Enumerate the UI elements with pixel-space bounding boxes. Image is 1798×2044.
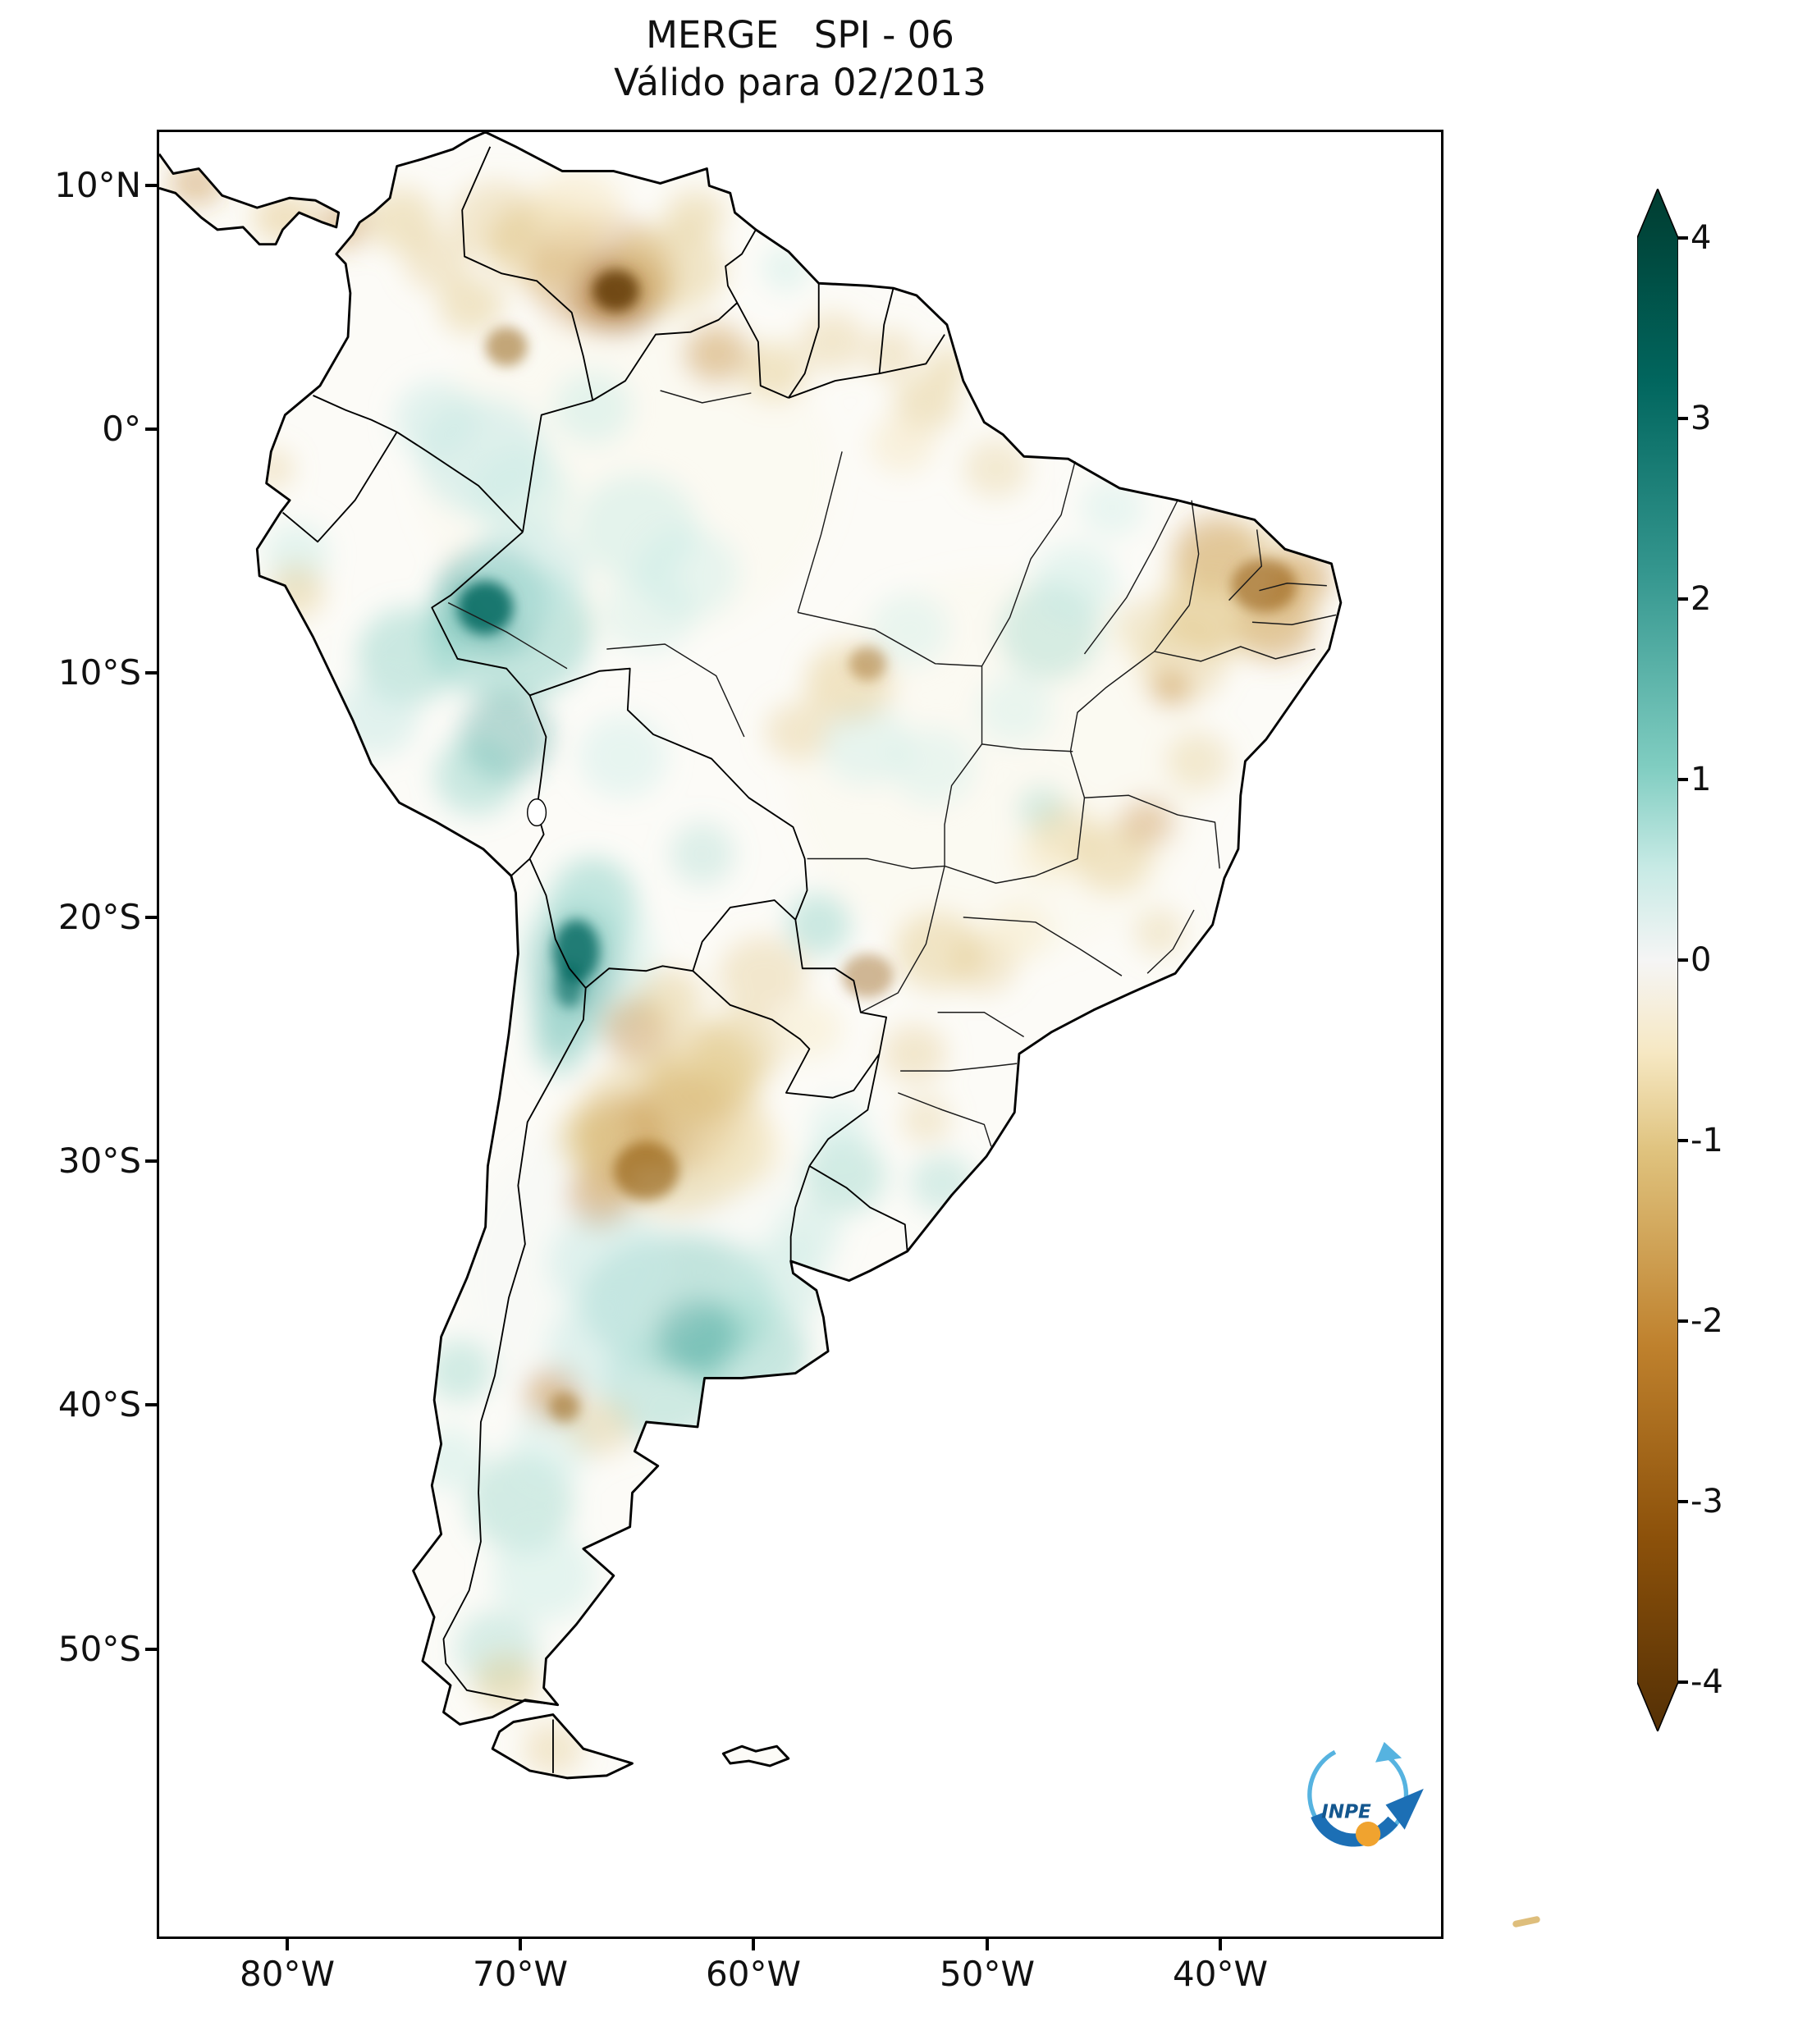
x-tick-label: 70°W xyxy=(473,1954,568,1994)
figure-subtitle: Válido para 02/2013 xyxy=(614,61,986,104)
south-america-spi-map xyxy=(159,132,1343,1780)
stray-island-mark xyxy=(1512,1915,1541,1928)
logo-orange-dot xyxy=(1355,1821,1381,1847)
y-tick-mark xyxy=(145,916,157,919)
y-tick-label: 10°N xyxy=(54,165,141,205)
y-tick-label: 20°S xyxy=(57,897,141,937)
colorbar-tick-mark xyxy=(1678,1500,1688,1503)
y-tick-mark xyxy=(145,428,157,431)
y-tick-label: 0° xyxy=(102,409,141,449)
x-tick-mark xyxy=(986,1939,989,1950)
logo-arrowhead xyxy=(1385,1788,1424,1830)
colorbar-tick-mark xyxy=(1678,1139,1688,1142)
coastline xyxy=(159,132,1343,1780)
colorbar-gradient-bar xyxy=(1637,189,1678,1731)
y-tick-mark xyxy=(145,671,157,674)
map-plot-area: INPE xyxy=(157,130,1443,1939)
colorbar-tick-label: 3 xyxy=(1690,400,1712,437)
colorbar-tick-label: 1 xyxy=(1690,761,1712,798)
x-tick-label: 40°W xyxy=(1173,1954,1268,1994)
colorbar-tick-label: 4 xyxy=(1690,219,1712,257)
colorbar-tick-label: -2 xyxy=(1690,1302,1723,1340)
country-boundaries xyxy=(281,146,945,1773)
spi-field xyxy=(159,132,1341,1778)
x-tick-label: 60°W xyxy=(706,1954,801,1994)
y-tick-label: 40°S xyxy=(57,1384,141,1424)
colorbar-tick-mark xyxy=(1678,1319,1688,1323)
colorbar-tick-mark xyxy=(1678,778,1688,781)
x-tick-mark xyxy=(1219,1939,1222,1950)
colorbar-tick-label: -4 xyxy=(1690,1663,1723,1701)
colorbar-tick-label: -3 xyxy=(1690,1483,1723,1520)
colorbar-tick-mark xyxy=(1678,597,1688,601)
inpe-logo-graphic: INPE xyxy=(1307,1741,1424,1847)
y-tick-mark xyxy=(145,1648,157,1651)
y-tick-label: 50°S xyxy=(57,1629,141,1669)
x-tick-label: 50°W xyxy=(940,1954,1035,1994)
colorbar-tick-mark xyxy=(1678,1680,1688,1684)
inpe-logo-text: INPE xyxy=(1321,1802,1371,1823)
y-tick-label: 30°S xyxy=(57,1141,141,1181)
y-tick-mark xyxy=(145,1403,157,1406)
figure-title: MERGE SPI - 06 xyxy=(646,13,954,57)
colorbar-tick-mark xyxy=(1678,236,1688,240)
x-tick-mark xyxy=(286,1939,289,1950)
colorbar xyxy=(1637,189,1678,1731)
logo-arrow-curve xyxy=(1311,1812,1398,1847)
colorbar-tick-label: 2 xyxy=(1690,580,1712,618)
colorbar-tick-label: -1 xyxy=(1690,1122,1723,1159)
y-tick-label: 10°S xyxy=(57,652,141,693)
y-tick-mark xyxy=(145,184,157,187)
colorbar-tick-mark xyxy=(1678,417,1688,420)
y-tick-mark xyxy=(145,1159,157,1163)
colorbar-tick-label: 0 xyxy=(1690,941,1712,979)
colorbar-tick-mark xyxy=(1678,958,1688,962)
lake-titicaca xyxy=(527,798,547,827)
x-tick-label: 80°W xyxy=(240,1954,335,1994)
x-tick-mark xyxy=(519,1939,522,1950)
inpe-logo: INPE xyxy=(1282,1721,1443,1868)
x-tick-mark xyxy=(752,1939,755,1950)
logo-swirl-arrowhead xyxy=(1375,1741,1402,1763)
state-boundaries xyxy=(447,390,1337,1147)
